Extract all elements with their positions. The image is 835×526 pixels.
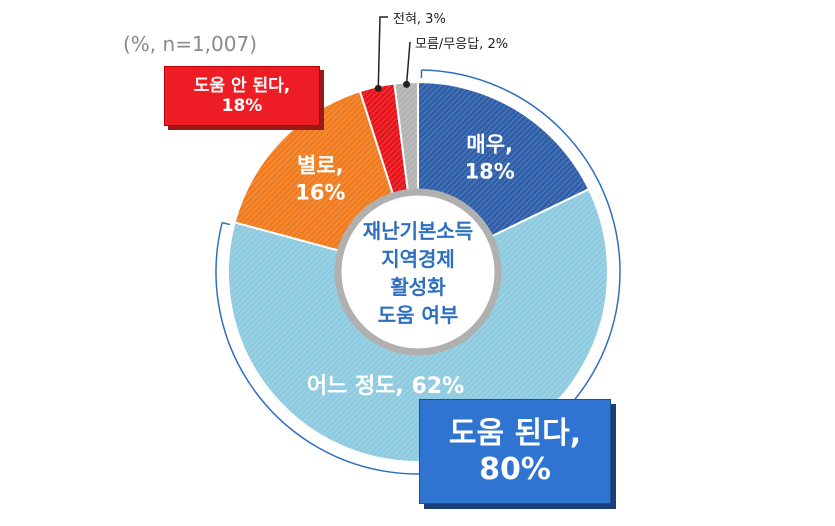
slice-label-2-line-1: 16% (295, 181, 345, 205)
slice-hatching (228, 82, 609, 463)
leader-dot-4 (403, 80, 411, 88)
label-jeonhyeo: 전혀, 3% (393, 12, 446, 27)
donut-center (334, 188, 502, 356)
slice-label-0-line-0: 매우, (466, 132, 513, 156)
center-label-line-3: 도움 여부 (378, 303, 459, 327)
center-label-line-0: 재난기본소득 (363, 219, 473, 243)
slice-label-1-line-0: 어느 정도, 62% (307, 374, 464, 399)
positive-group-arc-end-1 (221, 221, 231, 226)
slice-hatch-0 (418, 82, 590, 238)
positive-summary-line2: 80% (479, 451, 551, 487)
positive-summary-line1: 도움 된다, (448, 415, 582, 451)
positive-summary-box: 도움 된다, 80% (419, 399, 611, 504)
slice-label-2-line-0: 별로, (297, 154, 344, 178)
label-unknown: 모름/무응답, 2% (415, 37, 509, 52)
negative-summary-line2: 18% (221, 96, 263, 116)
slice-labels: 매우, 18% 어느 정도, 62% 별로, 16% (295, 132, 515, 399)
slice-label-0-line-1: 18% (465, 159, 515, 183)
negative-summary-box: 도움 안 된다, 18% (164, 66, 320, 126)
negative-summary-line1: 도움 안 된다, (193, 75, 291, 96)
leader-line-3 (377, 16, 388, 89)
slice-hatch-4 (394, 82, 418, 193)
leader-lines (374, 16, 411, 92)
slice-hatch-3 (359, 83, 409, 196)
slice-hatch-1 (228, 189, 609, 463)
center-label-line-2: 활성화 (390, 275, 446, 299)
leader-line-4 (405, 41, 411, 85)
leader-dot-3 (374, 84, 382, 92)
center-label-line-1: 지역경제 (381, 247, 455, 271)
sample-note: (%, n=1,007) (123, 32, 258, 56)
slice-hatch-2 (234, 91, 394, 252)
